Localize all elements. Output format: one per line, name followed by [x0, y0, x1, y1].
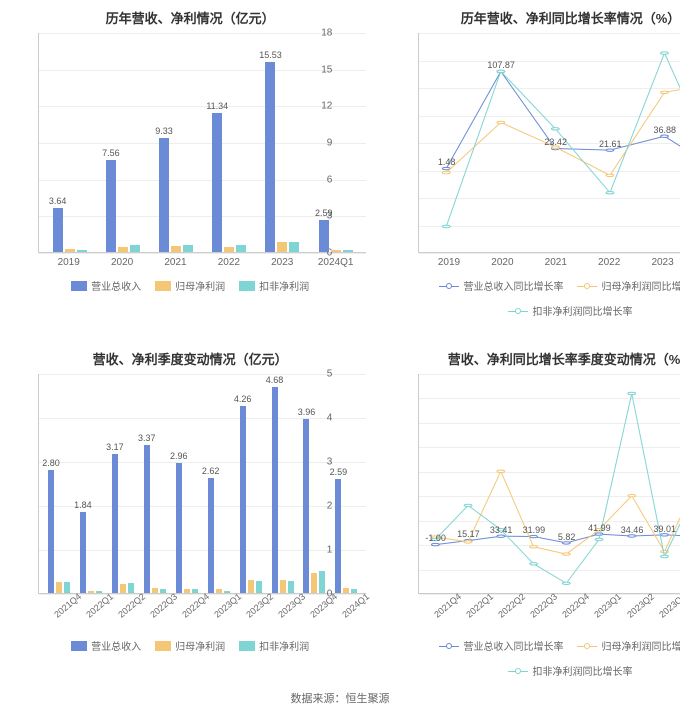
bar	[183, 245, 193, 252]
bar	[311, 573, 317, 593]
bar	[171, 246, 181, 252]
bar: 11.34	[212, 113, 222, 252]
legend-item: 归母净利润	[155, 638, 225, 653]
bar-value-label: 1.84	[74, 500, 92, 510]
x-label: 2020	[476, 253, 529, 268]
line-value-label: 41.99	[588, 523, 611, 533]
bar-value-label: 4.68	[266, 375, 284, 385]
bar-value-label: 2.80	[42, 458, 60, 468]
legend-item: 营业总收入同比增长率	[439, 638, 563, 653]
x-label: 2022	[202, 253, 255, 268]
legend-item: 扣非净利润同比增长率	[508, 663, 632, 678]
bar: 9.33	[159, 138, 169, 252]
chart-title: 营收、净利同比增长率季度变动情况（%）	[388, 349, 680, 368]
chart-body: 03691215183.647.569.3311.3415.532.592019…	[8, 33, 372, 293]
bar	[343, 250, 353, 252]
bar: 4.68	[272, 387, 278, 593]
legend-item: 扣非净利润	[239, 638, 309, 653]
chart-title: 历年营收、净利同比增长率情况（%）	[388, 8, 680, 27]
bar-value-label: 7.56	[102, 148, 120, 158]
panel-bottom-left: 营收、净利季度变动情况（亿元） 0123452.801.843.173.372.…	[0, 341, 380, 682]
chart-grid: 历年营收、净利情况（亿元） 03691215183.647.569.3311.3…	[0, 0, 680, 682]
x-label: 2021	[529, 253, 582, 268]
legend-item: 归母净利润同比增长率	[577, 638, 680, 653]
legend-item: 归母净利润	[155, 278, 225, 293]
chart-body: -90-60-3003060901201501.48107.8723.4221.…	[388, 33, 680, 318]
bar	[224, 247, 234, 253]
chart-body: 0123452.801.843.173.372.962.624.264.683.…	[8, 374, 372, 653]
bar-value-label: 3.37	[138, 433, 156, 443]
bar-value-label: 3.64	[49, 196, 67, 206]
bar: 2.96	[176, 463, 182, 593]
bar: 2.80	[48, 470, 54, 593]
x-label: 2024Q1	[309, 253, 362, 268]
bar	[331, 250, 341, 252]
legend-item: 营业总收入	[71, 278, 141, 293]
bar: 2.59	[335, 479, 341, 593]
panel-top-right: 历年营收、净利同比增长率情况（%） -90-60-300306090120150…	[380, 0, 680, 341]
bar: 2.62	[208, 478, 214, 593]
bar: 3.37	[144, 445, 150, 593]
panel-top-left: 历年营收、净利情况（亿元） 03691215183.647.569.3311.3…	[0, 0, 380, 341]
x-label: 2023	[256, 253, 309, 268]
x-label: 2021	[149, 253, 202, 268]
bar-value-label: 2.59	[330, 467, 348, 477]
bar: 7.56	[106, 160, 116, 252]
data-source-footer: 数据来源：恒生聚源	[0, 682, 680, 716]
line-value-label: 1.48	[438, 157, 456, 167]
legend-item: 营业总收入同比增长率	[439, 278, 563, 293]
legend-item: 营业总收入	[71, 638, 141, 653]
line-value-label: 21.61	[599, 139, 622, 149]
bar: 2.59	[319, 220, 329, 252]
bar	[65, 249, 75, 252]
x-label: 2023	[636, 253, 680, 268]
bar-value-label: 3.96	[298, 407, 316, 417]
x-label: 2022	[582, 253, 635, 268]
bar	[118, 247, 128, 252]
line-value-label: -1.00	[425, 533, 446, 543]
line-value-label: 107.87	[487, 60, 515, 70]
panel-bottom-right: 营收、净利同比增长率季度变动情况（%） -200-100010020030040…	[380, 341, 680, 682]
bar	[289, 242, 299, 252]
bar	[236, 245, 246, 252]
x-label: 2019	[422, 253, 475, 268]
bar-value-label: 11.34	[206, 101, 228, 111]
line-value-label: 5.82	[558, 532, 576, 542]
line-value-label: 15.17	[457, 529, 480, 539]
bar: 3.96	[303, 419, 309, 593]
bar	[77, 250, 87, 252]
x-label: 2020	[95, 253, 148, 268]
line-value-label: 31.99	[523, 525, 546, 535]
bar	[277, 242, 287, 252]
bar	[130, 245, 140, 252]
bar-value-label: 4.26	[234, 394, 252, 404]
legend-item: 归母净利润同比增长率	[577, 278, 680, 293]
bar: 4.26	[240, 406, 246, 593]
line-value-label: 36.88	[654, 125, 677, 135]
bar: 3.64	[53, 208, 63, 252]
chart-title: 营收、净利季度变动情况（亿元）	[8, 349, 372, 368]
bar: 3.17	[112, 454, 118, 593]
x-label: 2019	[42, 253, 95, 268]
bar-value-label: 15.53	[259, 50, 282, 60]
chart-body: -200-1000100200300400500600700-1.0015.17…	[388, 374, 680, 678]
legend-item: 扣非净利润同比增长率	[508, 303, 632, 318]
line-value-label: 33.41	[490, 525, 513, 535]
bar-value-label: 2.62	[202, 466, 220, 476]
line-value-label: 39.01	[654, 524, 677, 534]
bar-value-label: 2.59	[315, 208, 333, 218]
chart-title: 历年营收、净利情况（亿元）	[8, 8, 372, 27]
bar-value-label: 3.17	[106, 442, 124, 452]
bar-value-label: 2.96	[170, 451, 188, 461]
bar: 15.53	[265, 62, 275, 252]
bar-value-label: 9.33	[155, 126, 173, 136]
line-value-label: 23.42	[544, 137, 567, 147]
bar: 1.84	[80, 512, 86, 593]
line-value-label: 34.46	[621, 525, 644, 535]
legend-item: 扣非净利润	[239, 278, 309, 293]
